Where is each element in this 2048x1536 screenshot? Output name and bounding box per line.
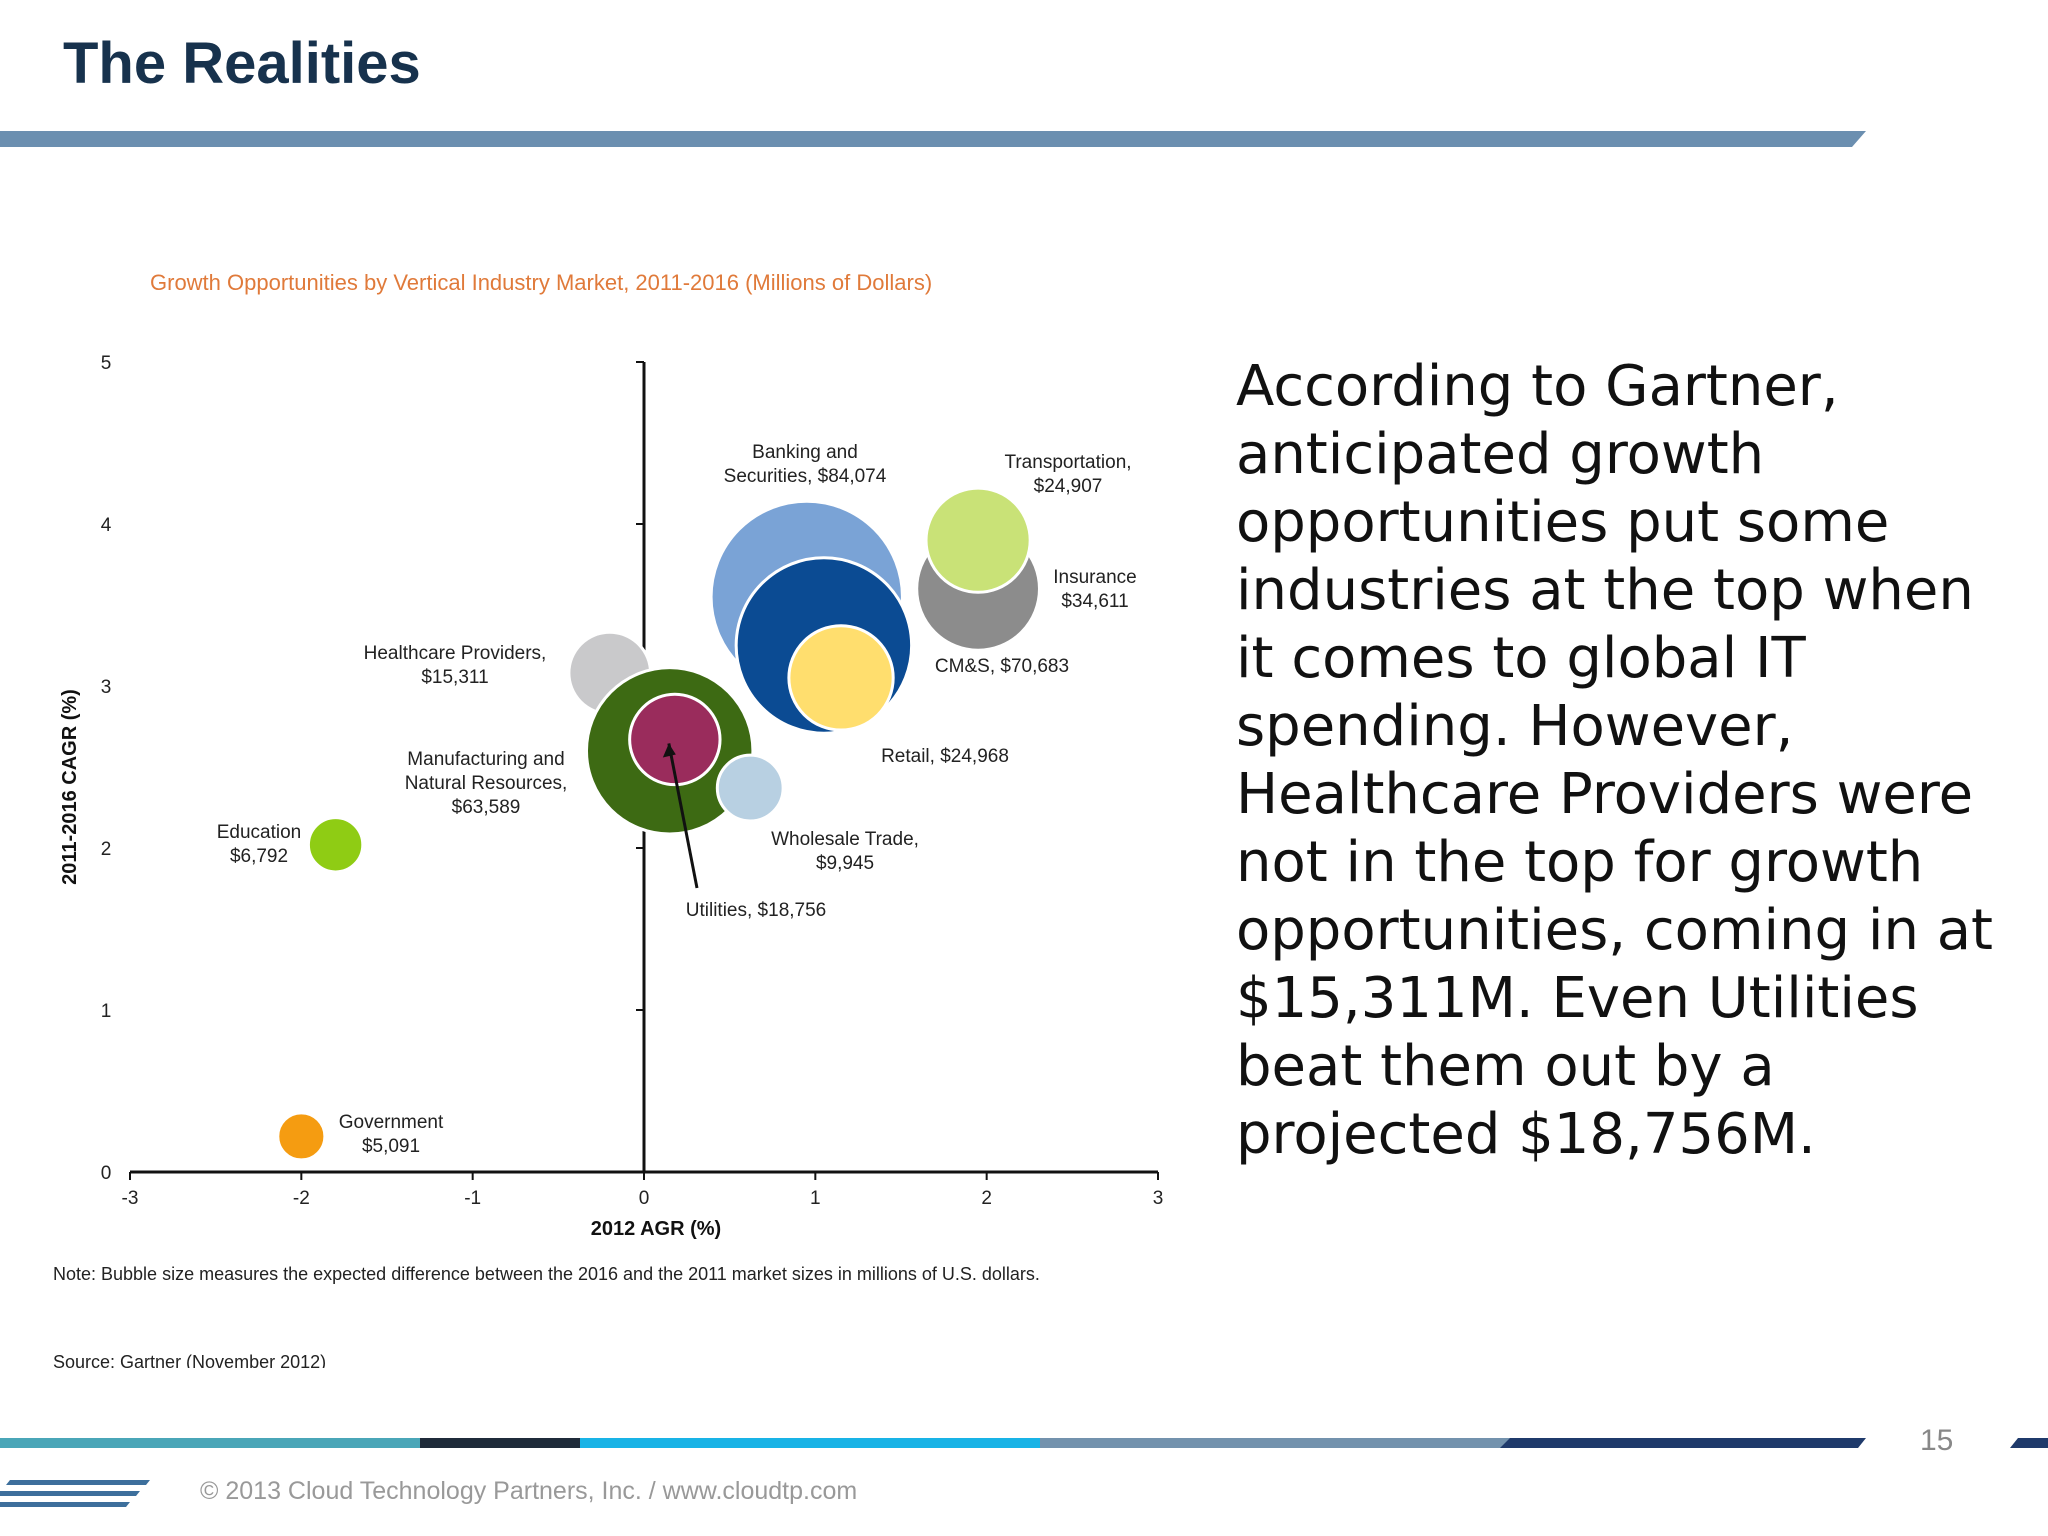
- page-number: 15: [1920, 1424, 1954, 1457]
- bubble-chart: -3 -2 -1 0 1 2 3 0 1 2 3 4 5 2012 AGR (%) 2011-2016 CA…: [59, 353, 1163, 1240]
- bubble-label: Education $6,792: [217, 822, 302, 867]
- bubble-label: Transportation, $24,907: [1004, 452, 1131, 497]
- commentary-line: $15,311M. Even Utilities: [1236, 966, 1919, 1031]
- bubble-label: Healthcare Providers, $15,311: [364, 643, 547, 688]
- commentary-line: opportunities, coming in at: [1236, 898, 1994, 963]
- bubble-point: [787, 624, 895, 732]
- x-tick-label: 0: [639, 1188, 650, 1209]
- bubble-label: Banking and Securities, $84,074: [724, 442, 887, 487]
- commentary-line: spending. However,: [1236, 694, 1794, 759]
- commentary-line: beat them out by a: [1236, 1034, 1775, 1099]
- chart-bubbles: [276, 486, 1041, 1162]
- bubble-label: Insurance $34,611: [1053, 567, 1136, 612]
- x-tick-label: -1: [464, 1188, 481, 1209]
- commentary-text: According to Gartner, anticipated growth…: [1236, 353, 2026, 1169]
- y-axis-title: 2011-2016 CAGR (%): [59, 689, 81, 885]
- y-tick-label: 2: [101, 839, 112, 860]
- commentary-line: not in the top for growth: [1236, 830, 1924, 895]
- company-logo: [0, 1480, 150, 1507]
- y-tick-label: 4: [101, 515, 112, 536]
- y-tick-label: 0: [101, 1163, 112, 1184]
- commentary-line: industries at the top when: [1236, 558, 1974, 623]
- y-tick-label: 3: [101, 677, 112, 698]
- bubble-point: [715, 753, 785, 823]
- bubble-label: CM&S, $70,683: [935, 656, 1069, 677]
- bubble-point: [276, 1111, 327, 1162]
- title-underline-rule: [0, 131, 1866, 147]
- bubble-label: Government $5,091: [339, 1112, 444, 1157]
- y-tick-label: 5: [101, 353, 112, 374]
- bubble-label: Manufacturing and Natural Resources, $63,5…: [405, 749, 568, 818]
- commentary-line: opportunities put some: [1236, 490, 1890, 555]
- x-tick-label: 3: [1153, 1188, 1164, 1209]
- commentary-line: Healthcare Providers were: [1236, 762, 1974, 827]
- copyright-text: © 2013 Cloud Technology Partners, Inc. /…: [200, 1477, 858, 1505]
- bubble-label: Utilities, $18,756: [686, 900, 826, 921]
- utilities-pointer-arrowhead: [662, 743, 676, 758]
- commentary-line: According to Gartner,: [1236, 354, 1839, 419]
- x-axis-title: 2012 AGR (%): [591, 1218, 721, 1240]
- chart-note: Note: Bubble size measures the expected …: [53, 1264, 1040, 1284]
- chart-title: Growth Opportunities by Vertical Industr…: [150, 270, 933, 295]
- bubble-point: [306, 816, 365, 874]
- x-tick-label: -3: [122, 1188, 139, 1209]
- y-tick-label: 1: [101, 1001, 112, 1022]
- bubble-point: [628, 692, 722, 787]
- commentary-line: projected $18,756M.: [1236, 1102, 1816, 1167]
- bubble-point: [924, 486, 1032, 594]
- x-tick-label: -2: [293, 1188, 310, 1209]
- bubble-label: Retail, $24,968: [881, 746, 1009, 767]
- commentary-line: it comes to global IT: [1236, 626, 1806, 691]
- bubble-label: Wholesale Trade, $9,945: [771, 829, 919, 874]
- chart-source: Source: Gartner (November 2012): [53, 1352, 327, 1368]
- x-tick-label: 2: [981, 1188, 992, 1209]
- chart-axes: -3 -2 -1 0 1 2 3 0 1 2 3 4 5 2012 AGR (%) 2011-2016 CA…: [59, 353, 1163, 1240]
- slide-title: The Realities: [63, 31, 421, 96]
- footer-color-bar: [0, 1438, 2048, 1448]
- chart-labels: Banking and Securities, $84,074 Insurance $…: [217, 442, 1137, 1157]
- utilities-pointer-line: [667, 743, 699, 889]
- commentary-line: anticipated growth: [1236, 422, 1765, 487]
- x-tick-label: 1: [810, 1188, 821, 1209]
